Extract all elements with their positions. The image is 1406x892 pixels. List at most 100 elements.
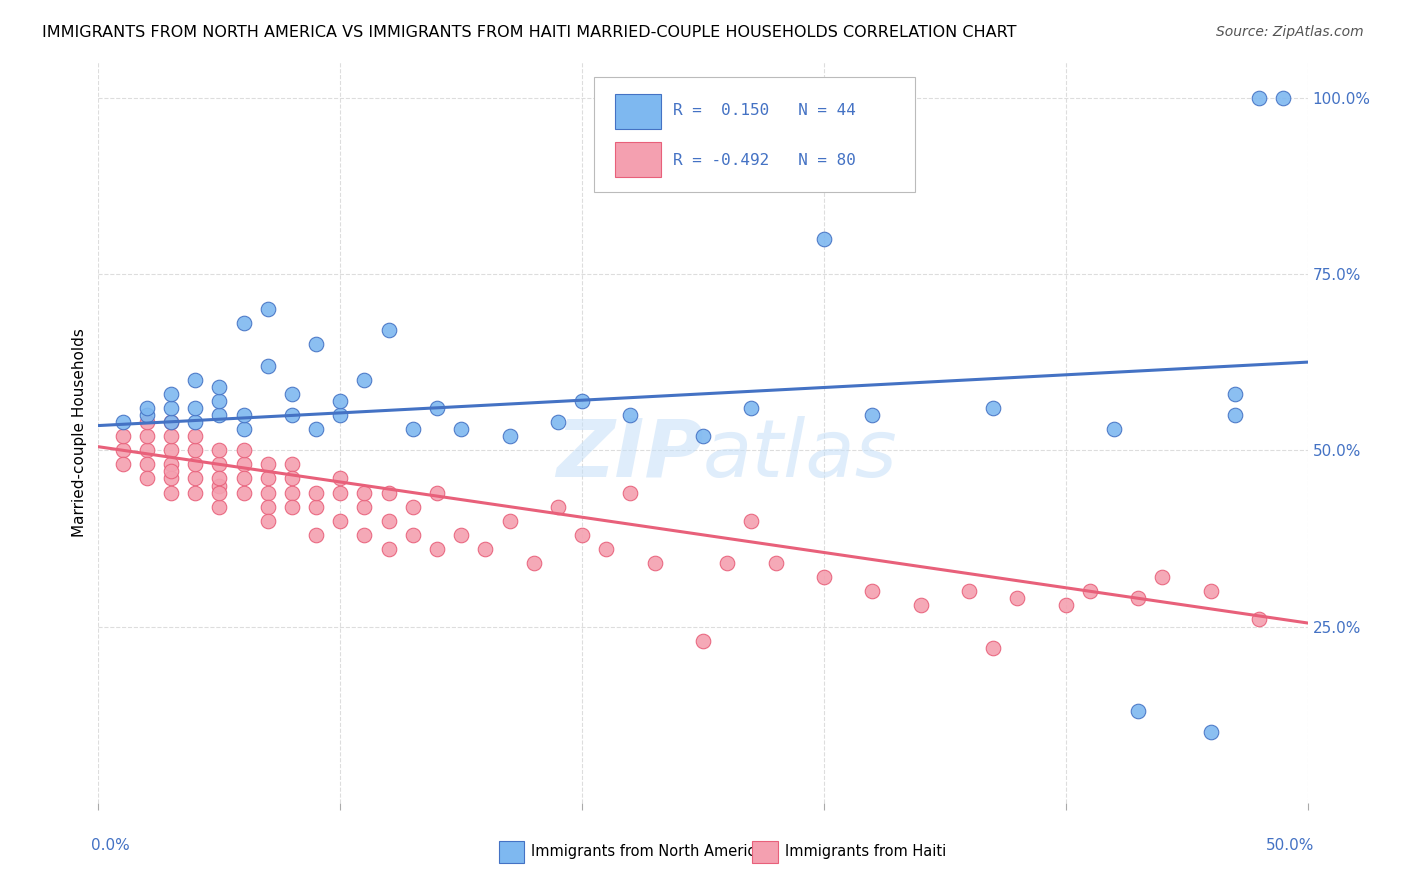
Point xyxy=(208,380,231,394)
Point xyxy=(160,443,183,458)
Text: ZIP: ZIP xyxy=(555,416,703,494)
Point xyxy=(498,514,520,528)
Point xyxy=(402,422,425,436)
Point xyxy=(160,485,183,500)
Point xyxy=(377,514,399,528)
Point xyxy=(765,556,787,570)
Point xyxy=(256,485,278,500)
Point xyxy=(208,408,231,422)
Point xyxy=(1102,422,1125,436)
Point xyxy=(208,500,231,514)
Point xyxy=(353,528,375,542)
Point xyxy=(353,373,375,387)
Point xyxy=(160,387,183,401)
Point xyxy=(619,408,641,422)
Point xyxy=(910,599,932,613)
Point xyxy=(256,500,278,514)
Point xyxy=(353,485,375,500)
Point xyxy=(160,471,183,485)
Point xyxy=(547,415,569,429)
Point xyxy=(1199,725,1222,739)
Point xyxy=(957,584,980,599)
Point xyxy=(160,415,183,429)
Point xyxy=(160,415,183,429)
Point xyxy=(208,478,231,492)
Point xyxy=(377,485,399,500)
Point xyxy=(232,458,254,472)
Point xyxy=(402,500,425,514)
Point xyxy=(160,464,183,478)
Point xyxy=(619,485,641,500)
Point xyxy=(160,401,183,415)
Text: R = -0.492   N = 80: R = -0.492 N = 80 xyxy=(672,153,856,168)
Point xyxy=(981,401,1004,415)
Point xyxy=(281,485,304,500)
Y-axis label: Married-couple Households: Married-couple Households xyxy=(72,328,87,537)
Point xyxy=(426,541,449,556)
Point xyxy=(160,429,183,443)
Point xyxy=(281,408,304,422)
Text: Immigrants from Haiti: Immigrants from Haiti xyxy=(785,845,946,859)
Point xyxy=(305,422,328,436)
Point xyxy=(281,471,304,485)
Point xyxy=(740,514,762,528)
Point xyxy=(571,528,593,542)
Point xyxy=(644,556,666,570)
Point xyxy=(208,485,231,500)
Text: Source: ZipAtlas.com: Source: ZipAtlas.com xyxy=(1216,25,1364,39)
Point xyxy=(232,485,254,500)
Point xyxy=(208,393,231,408)
Point xyxy=(135,401,157,415)
Point xyxy=(426,485,449,500)
Point xyxy=(232,408,254,422)
Point xyxy=(474,541,496,556)
Point xyxy=(523,556,546,570)
Point xyxy=(353,500,375,514)
Point xyxy=(208,471,231,485)
Point xyxy=(184,443,207,458)
Point xyxy=(281,387,304,401)
Point xyxy=(135,471,157,485)
Point xyxy=(184,485,207,500)
Text: Immigrants from North America: Immigrants from North America xyxy=(531,845,765,859)
Point xyxy=(1223,387,1246,401)
Point xyxy=(498,429,520,443)
Point xyxy=(184,373,207,387)
Point xyxy=(135,415,157,429)
Point xyxy=(256,471,278,485)
Point xyxy=(281,500,304,514)
Point xyxy=(232,422,254,436)
Point xyxy=(329,471,352,485)
Point xyxy=(184,401,207,415)
FancyBboxPatch shape xyxy=(614,142,661,178)
Point xyxy=(111,429,134,443)
Point xyxy=(1054,599,1077,613)
Point xyxy=(135,429,157,443)
Point xyxy=(377,541,399,556)
Point xyxy=(135,458,157,472)
Point xyxy=(1223,408,1246,422)
Point xyxy=(184,429,207,443)
Point xyxy=(329,408,352,422)
Point xyxy=(1249,91,1271,105)
Point xyxy=(1128,704,1150,718)
Point xyxy=(208,458,231,472)
Text: 0.0%: 0.0% xyxy=(91,838,131,853)
FancyBboxPatch shape xyxy=(614,94,661,129)
Point xyxy=(595,541,617,556)
Point xyxy=(1078,584,1101,599)
Point xyxy=(111,443,134,458)
Point xyxy=(135,408,157,422)
Point xyxy=(1272,91,1295,105)
Point xyxy=(135,443,157,458)
Text: IMMIGRANTS FROM NORTH AMERICA VS IMMIGRANTS FROM HAITI MARRIED-COUPLE HOUSEHOLDS: IMMIGRANTS FROM NORTH AMERICA VS IMMIGRA… xyxy=(42,25,1017,40)
Point xyxy=(256,514,278,528)
Point xyxy=(305,337,328,351)
Point xyxy=(571,393,593,408)
Point xyxy=(692,429,714,443)
Point xyxy=(160,458,183,472)
Text: atlas: atlas xyxy=(703,416,898,494)
Point xyxy=(1249,612,1271,626)
Point xyxy=(1128,591,1150,606)
Point xyxy=(426,401,449,415)
